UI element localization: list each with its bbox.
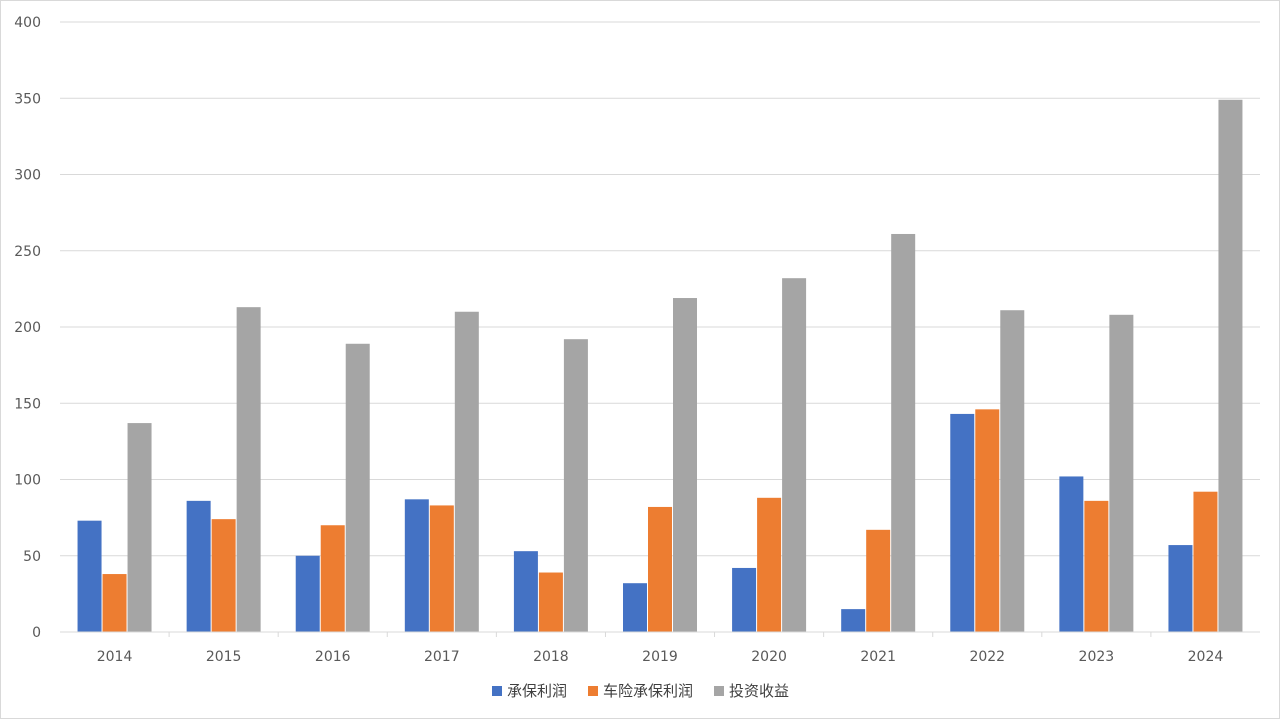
legend-item: 承保利润 xyxy=(492,682,567,700)
bar xyxy=(211,519,236,632)
x-axis: 2014 2015 2016 2017 2018 2019 2020 2021 2022 2023… xyxy=(60,631,1260,665)
bar xyxy=(77,520,102,632)
bar xyxy=(841,609,866,632)
y-tick-label: 50 xyxy=(23,549,41,565)
bar xyxy=(757,497,782,632)
bars xyxy=(77,99,1243,632)
bar xyxy=(102,574,127,632)
bar xyxy=(454,311,479,632)
legend-label: 投资收益 xyxy=(729,682,789,700)
bar xyxy=(891,233,916,632)
y-tick-label: 250 xyxy=(14,244,41,260)
bar xyxy=(236,307,261,632)
bar xyxy=(1000,310,1025,632)
bar xyxy=(1193,491,1218,632)
legend-label: 承保利润 xyxy=(507,682,567,700)
bar xyxy=(538,572,563,632)
x-tick-label: 2023 xyxy=(1079,649,1115,665)
x-tick-label: 2021 xyxy=(860,649,896,665)
x-tick-label: 2018 xyxy=(533,649,569,665)
bar xyxy=(673,298,697,632)
legend: 承保利润 车险承保利润 投资收益 xyxy=(492,682,789,700)
y-tick-label: 400 xyxy=(14,15,41,31)
bar xyxy=(320,525,345,632)
x-tick-label: 2014 xyxy=(97,649,133,665)
x-tick-label: 2017 xyxy=(424,649,460,665)
legend-item: 投资收益 xyxy=(714,682,789,700)
x-tick-label: 2020 xyxy=(751,649,787,665)
bar xyxy=(950,413,975,632)
bar xyxy=(732,567,757,632)
bar xyxy=(513,551,538,632)
legend-swatch xyxy=(714,686,724,696)
y-tick-label: 100 xyxy=(14,473,41,489)
bar xyxy=(623,583,647,632)
bar xyxy=(1168,545,1193,632)
bar xyxy=(404,499,429,632)
y-tick-label: 300 xyxy=(14,168,41,184)
bar xyxy=(295,555,320,632)
legend-swatch xyxy=(492,686,502,696)
bar xyxy=(1059,476,1084,632)
bar xyxy=(1218,99,1243,632)
x-tick-label: 2024 xyxy=(1188,649,1224,665)
x-tick-label: 2016 xyxy=(315,649,351,665)
x-tick-label: 2015 xyxy=(206,649,242,665)
legend-swatch xyxy=(588,686,598,696)
bar xyxy=(345,343,370,632)
y-tick-label: 0 xyxy=(32,625,41,641)
x-tick-label: 2022 xyxy=(969,649,1005,665)
y-tick-label: 150 xyxy=(14,396,41,412)
bar xyxy=(429,505,454,632)
bar xyxy=(975,409,1000,632)
y-axis-ticks: 0 50 100 150 200 250 300 350 400 xyxy=(14,15,41,641)
bar xyxy=(127,423,152,632)
legend-item: 车险承保利润 xyxy=(588,682,693,700)
legend-label: 车险承保利润 xyxy=(603,682,693,700)
bar xyxy=(186,500,211,632)
x-tick-label: 2019 xyxy=(642,649,678,665)
bar xyxy=(648,506,672,632)
y-tick-label: 200 xyxy=(14,320,41,336)
bar xyxy=(563,339,588,632)
bar xyxy=(1109,314,1134,632)
bar xyxy=(1084,500,1109,632)
bar xyxy=(782,278,807,632)
bar xyxy=(866,529,891,632)
y-tick-label: 350 xyxy=(14,91,41,107)
